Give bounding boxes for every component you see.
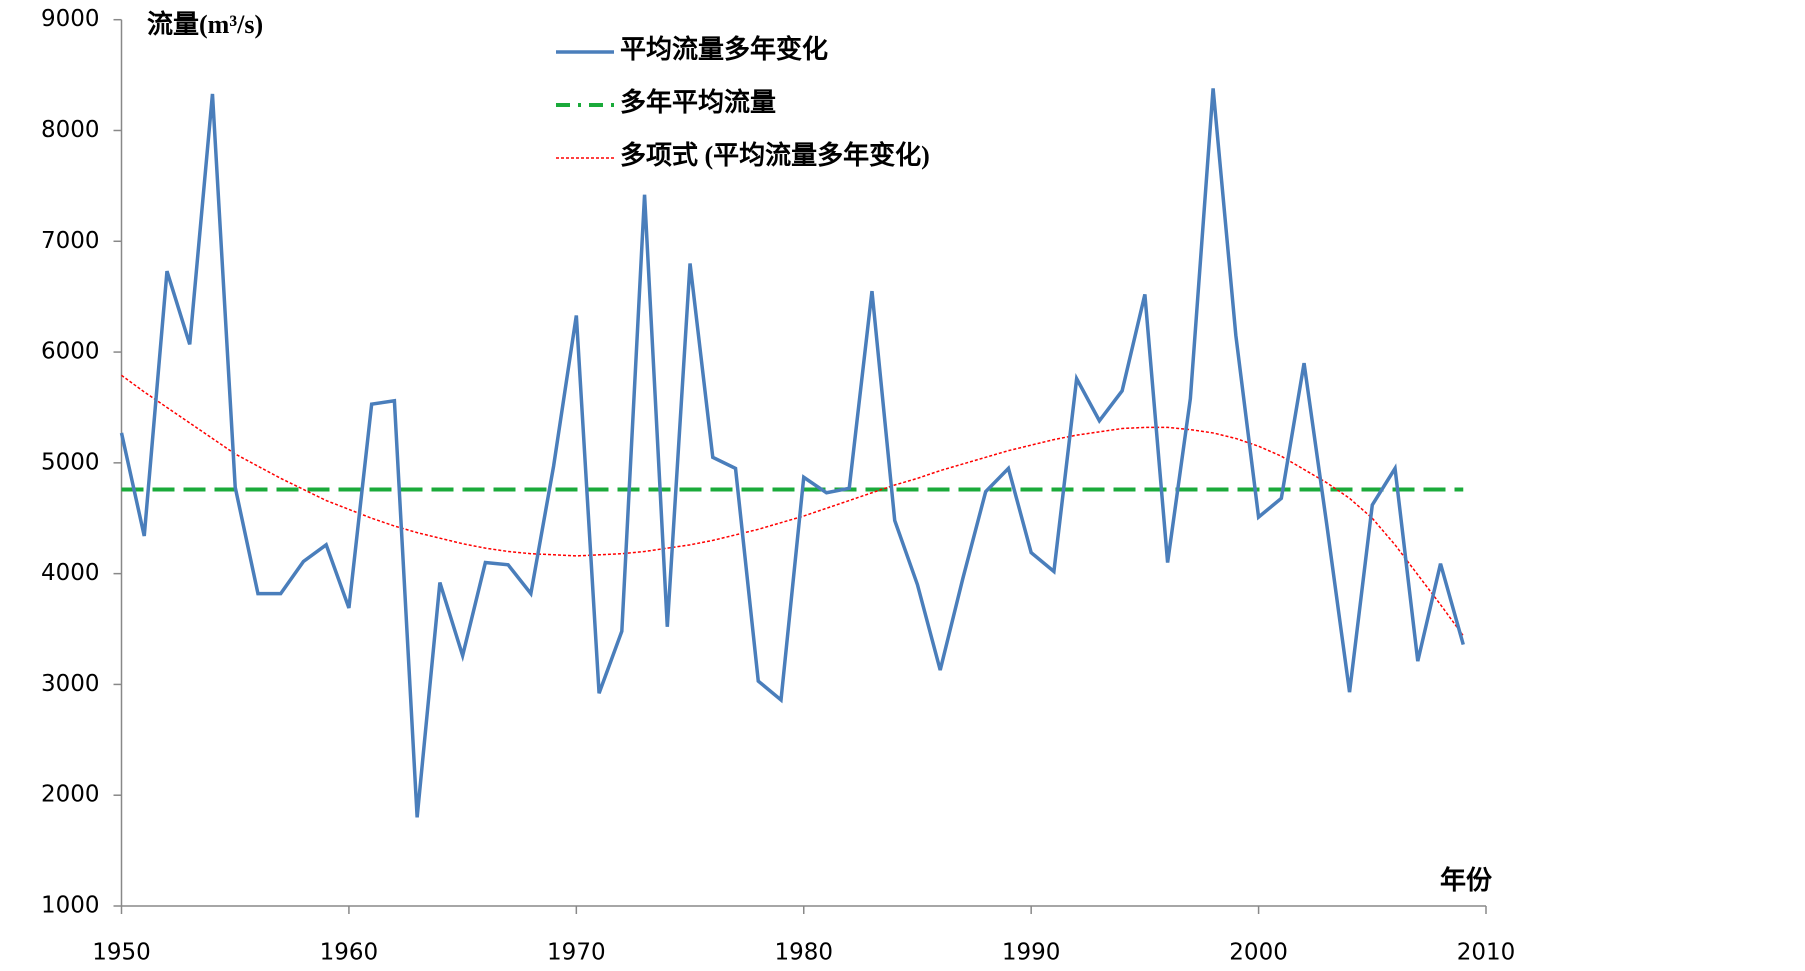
x-axis-title: 年份 bbox=[1440, 865, 1492, 895]
legend-label: 平均流量多年变化 bbox=[620, 34, 828, 64]
x-tick-label: 1960 bbox=[320, 940, 379, 966]
x-tick-label: 1950 bbox=[92, 940, 151, 966]
y-axis-title: 流量(m³/s) bbox=[147, 10, 263, 39]
x-tick-label: 1990 bbox=[1002, 940, 1061, 966]
series-line bbox=[121, 374, 1464, 637]
y-tick-label: 7000 bbox=[41, 228, 100, 254]
legend-label: 多项式 (平均流量多年变化) bbox=[620, 140, 930, 170]
x-tick-label: 2010 bbox=[1457, 940, 1516, 966]
legend-label: 多年平均流量 bbox=[620, 87, 776, 117]
y-tick-label: 8000 bbox=[41, 117, 100, 143]
y-tick-label: 4000 bbox=[41, 560, 100, 586]
y-tick-label: 6000 bbox=[41, 339, 100, 365]
y-tick-label: 3000 bbox=[41, 671, 100, 697]
y-tick-label: 1000 bbox=[41, 893, 100, 919]
y-tick-label: 9000 bbox=[41, 6, 100, 32]
y-tick-label: 2000 bbox=[41, 782, 100, 808]
series-line bbox=[119, 88, 1465, 818]
x-tick-label: 2000 bbox=[1229, 940, 1288, 966]
y-tick-label: 5000 bbox=[41, 449, 100, 475]
x-tick-label: 1970 bbox=[547, 940, 606, 966]
x-tick-label: 1980 bbox=[774, 940, 833, 966]
